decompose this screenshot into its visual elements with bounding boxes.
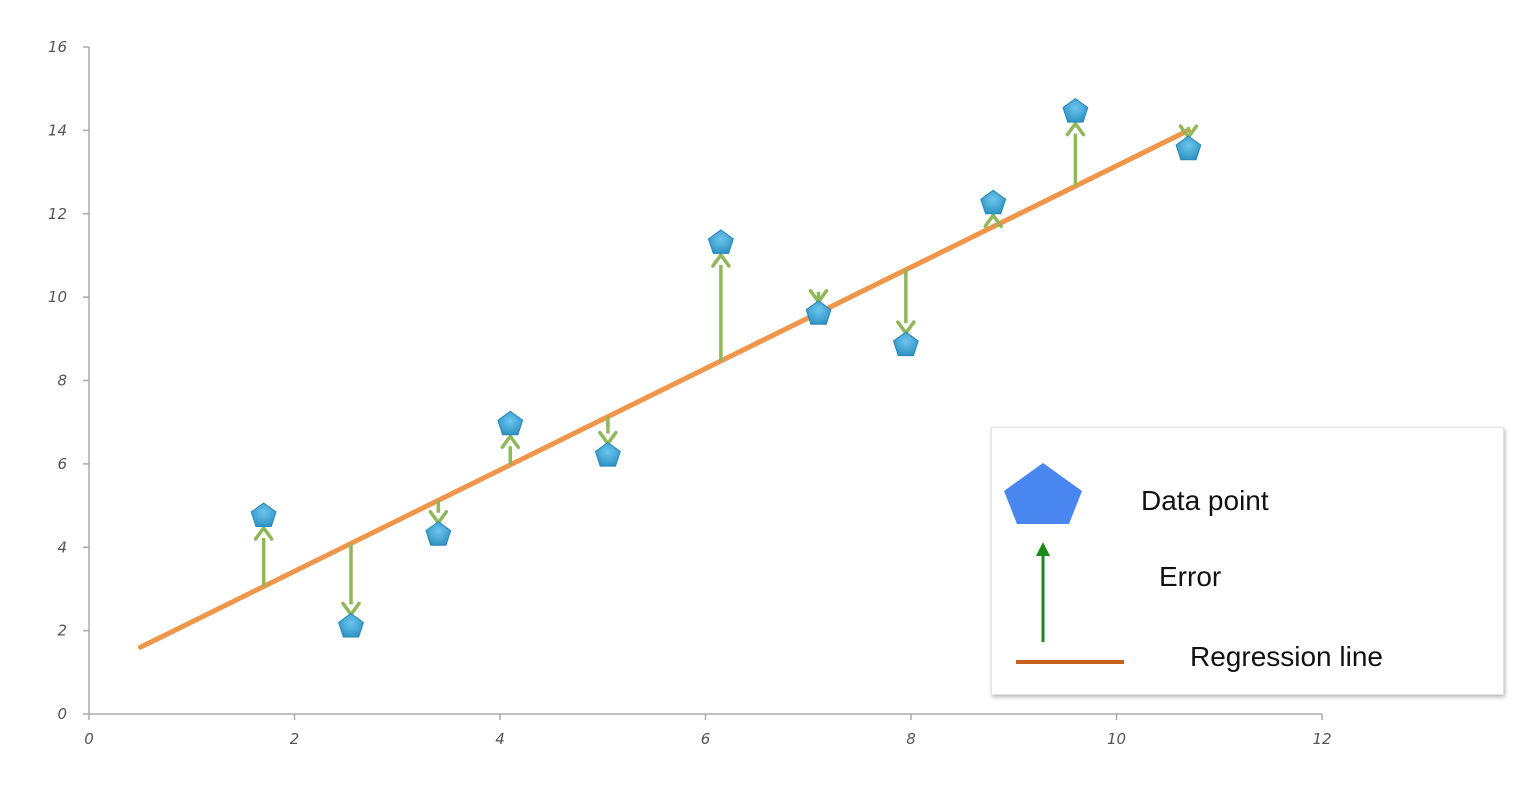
error-arrow-head: [896, 320, 916, 335]
y-tick-label: 10: [48, 288, 67, 306]
error-arrow-head: [428, 509, 449, 525]
x-tick-label: 0: [84, 730, 94, 748]
data-point: [425, 521, 452, 546]
data-point: [980, 189, 1007, 215]
y-tick-label: 0: [57, 705, 67, 723]
y-tick-label: 14: [48, 121, 67, 139]
data-point: [497, 410, 524, 436]
legend-label-data-point: Data point: [1141, 485, 1269, 516]
arrow-up-icon: [1036, 542, 1050, 642]
error-arrow: [253, 526, 274, 587]
data-point: [1062, 97, 1089, 123]
tick-labels: 0 2 4 6 8 10 12 14 16 0 2 4 6 8 10 12: [48, 38, 1332, 748]
data-point: [892, 331, 919, 357]
data-point: [707, 229, 734, 254]
error-arrow-head: [711, 253, 731, 268]
y-tick-label: 6: [57, 455, 67, 473]
data-point: [338, 612, 364, 638]
error-arrow: [1065, 121, 1086, 187]
x-tick-label: 10: [1107, 730, 1126, 748]
pentagon-icon: [1004, 463, 1082, 524]
legend-label-error: Error: [1159, 561, 1222, 592]
y-tick-label: 4: [57, 538, 67, 556]
x-tick-label: 6: [701, 730, 711, 748]
data-point: [1175, 135, 1202, 161]
error-arrow: [711, 253, 731, 361]
error-arrow-head: [253, 526, 274, 541]
error-arrow-head: [500, 434, 521, 450]
regression-line: [137, 127, 1191, 650]
x-tick-label: 12: [1312, 730, 1331, 748]
y-tick-label: 8: [57, 372, 67, 390]
error-arrow-head: [983, 213, 1003, 229]
error-arrow-head: [1065, 121, 1086, 137]
error-arrow: [983, 213, 1003, 229]
legend-label-regression-line: Regression line: [1190, 641, 1383, 672]
error-arrow-head: [341, 601, 361, 617]
data-points: [250, 97, 1202, 638]
line-icon: [1016, 660, 1124, 664]
x-tick-label: 2: [290, 730, 300, 748]
error-arrow-head: [598, 430, 618, 446]
data-point: [250, 502, 277, 527]
regression-line-layer: [137, 127, 1191, 650]
y-tick-label: 12: [48, 205, 67, 223]
axes: [83, 46, 1323, 720]
error-arrow: [341, 543, 361, 617]
y-tick-label: 2: [57, 622, 67, 640]
error-arrow: [500, 434, 521, 465]
data-point: [805, 300, 832, 325]
x-tick-label: 4: [495, 730, 505, 748]
error-arrow: [896, 269, 916, 335]
legend: Data point Error Regression line: [991, 427, 1504, 695]
x-tick-label: 8: [906, 730, 916, 748]
y-tick-label: 16: [48, 38, 67, 56]
data-point: [594, 441, 621, 467]
